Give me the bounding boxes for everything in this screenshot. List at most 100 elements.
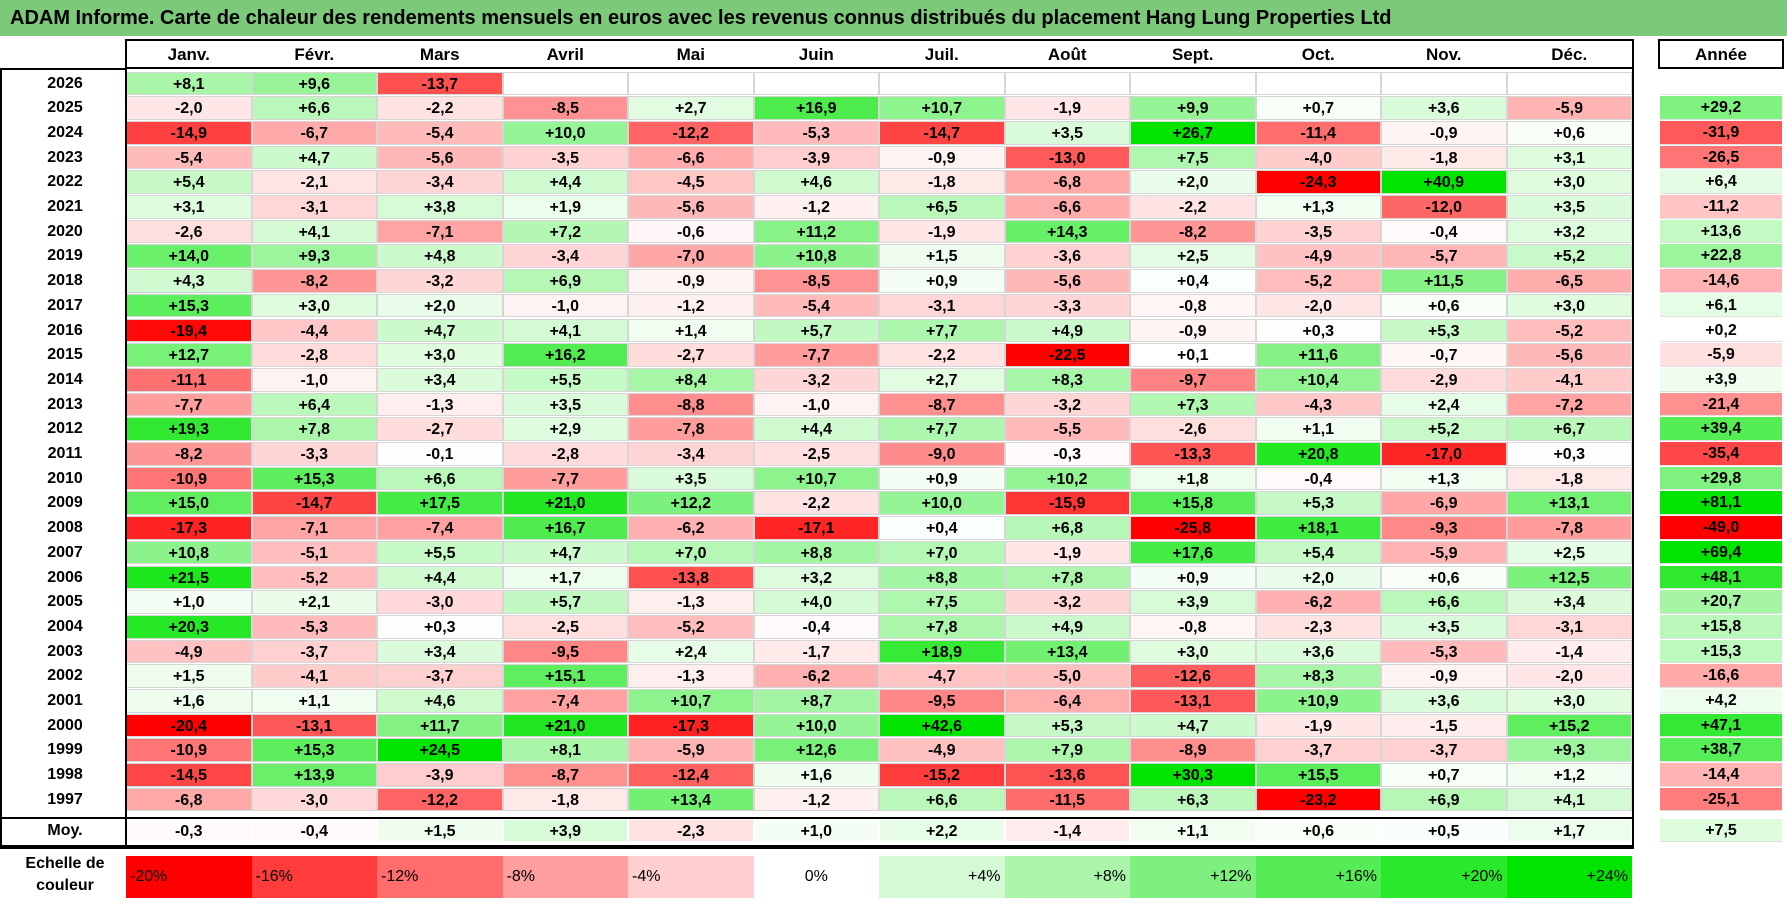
heatmap-cell: +15,5 (1255, 763, 1381, 787)
heatmap-cell: +9,6 (251, 71, 377, 96)
heatmap-cell: -6,8 (1004, 170, 1130, 194)
heatmap-cell: +10,0 (753, 713, 879, 738)
heatmap-cell: +2,7 (879, 367, 1005, 392)
heatmap-cell: -3,2 (753, 367, 879, 392)
heatmap-cell: -1,7 (753, 639, 879, 664)
heatmap-cell: -7,8 (628, 417, 754, 441)
heatmap-cell: -8,2 (126, 442, 252, 466)
heatmap-cell: -7,7 (502, 466, 628, 491)
heatmap-cell: -5,9 (628, 738, 754, 763)
heatmap-cell: +0,9 (879, 269, 1005, 293)
annual-cell: -35,4 (1660, 442, 1782, 466)
heatmap-cell: +21,5 (126, 565, 252, 590)
heatmap-cell: +15,2 (1506, 713, 1632, 738)
heatmap-cell: -8,5 (753, 269, 879, 293)
heatmap-cell: -2,7 (628, 343, 754, 367)
heatmap-cell: +10,7 (753, 466, 879, 491)
row-year-label: 2012 (47, 420, 83, 438)
heatmap-cell: +24,5 (377, 738, 503, 763)
heatmap-cell: +3,4 (1506, 590, 1632, 614)
heatmap-cell: -1,0 (502, 293, 628, 318)
heatmap-cell: -5,6 (1506, 343, 1632, 367)
heatmap-cell: +2,1 (251, 590, 377, 614)
annual-cell: -5,9 (1660, 343, 1782, 367)
heatmap-cell: +3,5 (1004, 120, 1130, 145)
average-cell: +3,9 (502, 818, 628, 843)
heatmap-cell: -7,0 (628, 244, 754, 269)
heatmap-cell: +3,9 (1130, 590, 1256, 614)
average-annual-cell: +7,5 (1660, 818, 1782, 843)
annual-cell: -26,5 (1660, 145, 1782, 170)
heatmap-cell: +20,3 (126, 614, 252, 639)
heatmap-cell: +3,5 (502, 392, 628, 417)
heatmap-cell: -8,8 (628, 392, 754, 417)
heatmap-cell: -5,2 (628, 614, 754, 639)
heatmap-cell: -5,3 (753, 120, 879, 145)
heatmap-cell: +2,4 (628, 639, 754, 664)
heatmap-cell: -4,1 (251, 664, 377, 688)
heatmap-cell: -3,7 (1381, 738, 1507, 763)
heatmap-cell: +3,0 (1506, 170, 1632, 194)
row-year-label: 1997 (47, 790, 83, 808)
heatmap-cell: -1,9 (879, 219, 1005, 244)
heatmap-cell: -0,7 (1381, 343, 1507, 367)
heatmap-cell: -5,6 (377, 145, 503, 170)
heatmap-cell (753, 71, 879, 96)
heatmap-cell: -4,9 (126, 639, 252, 664)
heatmap-cell: -3,4 (628, 442, 754, 466)
heatmap-cell: -3,7 (377, 664, 503, 688)
heatmap-cell: +0,4 (1130, 269, 1256, 293)
heatmap-cell: +7,3 (1130, 392, 1256, 417)
heatmap-cell: -1,9 (1004, 96, 1130, 120)
heatmap-cell: +0,1 (1130, 343, 1256, 367)
heatmap-cell: +3,0 (1130, 639, 1256, 664)
heatmap-cell: +6,7 (1506, 417, 1632, 441)
heatmap-cell: -4,5 (628, 170, 754, 194)
annual-cell (1660, 71, 1782, 96)
heatmap-cell: -1,2 (628, 293, 754, 318)
heatmap-cell: -12,2 (628, 120, 754, 145)
column-header: Juin (798, 45, 834, 64)
row-year-label: 2008 (47, 519, 83, 537)
column-header: Juil. (924, 45, 959, 64)
heatmap-cell: -13,1 (1130, 689, 1256, 713)
heatmap-cell: -6,2 (628, 516, 754, 540)
heatmap-cell: -4,4 (251, 318, 377, 343)
heatmap-cell: -10,9 (126, 466, 252, 491)
heatmap-cell: -4,7 (879, 664, 1005, 688)
heatmap-cell: +4,0 (753, 590, 879, 614)
heatmap-cell: +3,1 (126, 195, 252, 219)
heatmap-cell: +3,4 (377, 639, 503, 664)
heatmap-cell: +2,7 (628, 96, 754, 120)
heatmap-cell: -8,7 (879, 392, 1005, 417)
annual-cell: +38,7 (1660, 738, 1782, 763)
heatmap-cell: -20,4 (126, 713, 252, 738)
annual-cell: -21,4 (1660, 392, 1782, 417)
heatmap-cell: +9,3 (1506, 738, 1632, 763)
annual-cell: +6,1 (1660, 293, 1782, 318)
heatmap-cell: -8,2 (251, 269, 377, 293)
heatmap-cell: +3,6 (1381, 689, 1507, 713)
heatmap-cell: +4,6 (753, 170, 879, 194)
annual-cell: -25,1 (1660, 787, 1782, 812)
heatmap-cell: -3,4 (377, 170, 503, 194)
heatmap-cell: -22,5 (1004, 343, 1130, 367)
row-year-label: 2009 (47, 494, 83, 512)
heatmap-cell: +0,6 (1506, 120, 1632, 145)
heatmap-cell: -3,2 (1004, 392, 1130, 417)
heatmap-cell: +10,0 (502, 120, 628, 145)
heatmap-cell: +0,9 (879, 466, 1005, 491)
heatmap-cell: +15,3 (126, 293, 252, 318)
heatmap-cell: -7,7 (126, 392, 252, 417)
heatmap-cell: +3,2 (1506, 219, 1632, 244)
heatmap-cell: +3,2 (753, 565, 879, 590)
heatmap-cell: +21,0 (502, 491, 628, 516)
scale-swatch: -16% (251, 856, 377, 898)
heatmap-cell: -0,4 (1255, 466, 1381, 491)
scale-swatch: -4% (628, 856, 754, 898)
heatmap-cell: -1,8 (879, 170, 1005, 194)
heatmap-cell: -4,1 (1506, 367, 1632, 392)
column-header: Sept. (1171, 45, 1214, 64)
annual-cell: -14,6 (1660, 269, 1782, 293)
column-header: Nov. (1425, 45, 1462, 64)
